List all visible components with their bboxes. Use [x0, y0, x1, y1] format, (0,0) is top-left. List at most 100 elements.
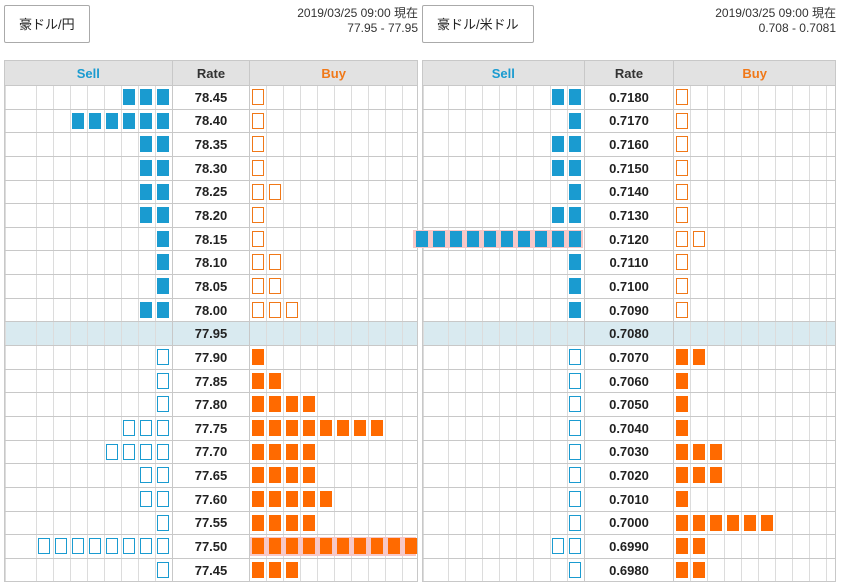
sell-order-block	[568, 89, 581, 105]
sell-bar	[423, 558, 584, 582]
sell-bar	[5, 204, 172, 227]
buy-order-block	[676, 372, 689, 389]
sell-cell	[412, 226, 585, 252]
buy-order-block	[269, 396, 282, 413]
sell-bar	[5, 511, 172, 535]
order-row: 0.7010	[422, 486, 836, 512]
rate-value: 77.60	[171, 486, 251, 512]
sell-order-block	[156, 183, 169, 200]
sell-position-block	[568, 561, 581, 578]
sell-order-block	[156, 136, 169, 153]
buy-cell	[673, 557, 836, 583]
sell-bar	[5, 535, 172, 558]
buy-position-block	[676, 89, 689, 105]
sell-order-block	[139, 301, 152, 318]
sell-cell	[4, 439, 173, 465]
order-row: 0.6980	[422, 557, 836, 583]
buy-order-block	[693, 349, 706, 366]
sell-bar	[423, 393, 584, 416]
sell-bar	[423, 275, 584, 298]
sell-cell	[4, 85, 173, 110]
buy-cell	[249, 250, 418, 276]
sell-order-block	[71, 112, 84, 129]
order-row: 77.60	[4, 486, 418, 512]
sell-cell	[422, 463, 585, 488]
quote-time: 2019/03/25 09:00 現在	[715, 6, 836, 20]
buy-cell	[249, 108, 418, 134]
sell-cell	[422, 297, 585, 323]
order-row: 77.90	[4, 345, 418, 370]
buy-cell	[249, 368, 418, 394]
buy-bar	[250, 535, 418, 558]
buy-position-block	[676, 207, 689, 224]
buy-bar	[250, 86, 417, 109]
rate-value: 77.75	[171, 415, 251, 441]
sell-bar	[412, 227, 584, 251]
sell-order-block	[156, 207, 169, 224]
rate-value: 0.7130	[583, 203, 675, 228]
buy-order-block	[727, 514, 740, 531]
sell-order-block	[156, 230, 169, 247]
buy-bar	[674, 416, 835, 440]
order-row: 78.30	[4, 155, 418, 181]
buy-order-block	[676, 538, 689, 555]
sell-cell	[422, 250, 585, 276]
buy-order-block	[286, 538, 299, 555]
buy-bar	[250, 275, 417, 298]
order-row: 0.7080	[422, 321, 836, 347]
sell-order-block	[551, 89, 564, 105]
sell-order-block	[568, 183, 581, 200]
currency-pair-button-aud-usd[interactable]: 豪ドル/米ドル	[422, 5, 534, 43]
buy-bar	[674, 369, 835, 393]
order-row: 0.7070	[422, 345, 836, 370]
sell-order-block	[139, 112, 152, 129]
buy-order-block	[286, 514, 299, 531]
buy-bar	[250, 251, 417, 275]
sell-cell	[422, 439, 585, 465]
buy-bar	[674, 251, 835, 275]
sell-order-block	[139, 159, 152, 176]
buy-cell	[249, 557, 418, 583]
sell-position-block	[139, 443, 152, 460]
buy-cell	[673, 179, 836, 205]
sell-bar	[423, 322, 584, 346]
buy-order-block	[676, 443, 689, 460]
rate-value: 0.7030	[583, 439, 675, 465]
sell-cell	[4, 321, 173, 347]
buy-order-block	[337, 419, 350, 436]
buy-cell	[249, 85, 418, 110]
sell-bar	[5, 487, 172, 511]
buy-order-block	[693, 561, 706, 578]
buy-position-block	[252, 183, 265, 200]
buy-position-block	[252, 207, 265, 224]
sell-bar	[423, 440, 584, 464]
sell-order-block	[122, 112, 135, 129]
buy-order-block	[388, 538, 401, 555]
sell-cell	[422, 274, 585, 299]
buy-order-block	[354, 419, 367, 436]
currency-pair-button-aud-jpy[interactable]: 豪ドル/円	[4, 5, 90, 43]
buy-bar	[250, 180, 417, 204]
buy-bar	[674, 298, 835, 322]
buy-position-block	[252, 254, 265, 271]
buy-cell	[249, 534, 418, 559]
buy-bar	[250, 416, 417, 440]
sell-bar	[5, 346, 172, 369]
rate-value: 77.85	[171, 368, 251, 394]
buy-order-block	[405, 538, 418, 555]
order-row: 78.35	[4, 132, 418, 157]
buy-order-block	[676, 514, 689, 531]
sell-cell	[4, 392, 173, 417]
buy-order-block	[710, 514, 723, 531]
sell-bar	[5, 109, 172, 133]
order-row: 77.45	[4, 557, 418, 583]
sell-position-block	[156, 443, 169, 460]
order-row: 0.7100	[422, 274, 836, 299]
buy-order-block	[320, 490, 333, 507]
sell-position-block	[568, 490, 581, 507]
order-row: 77.65	[4, 463, 418, 488]
rate-value: 77.55	[171, 510, 251, 536]
buy-bar	[250, 204, 417, 227]
quote-time: 2019/03/25 09:00 現在	[297, 6, 418, 20]
buy-order-block	[676, 396, 689, 413]
